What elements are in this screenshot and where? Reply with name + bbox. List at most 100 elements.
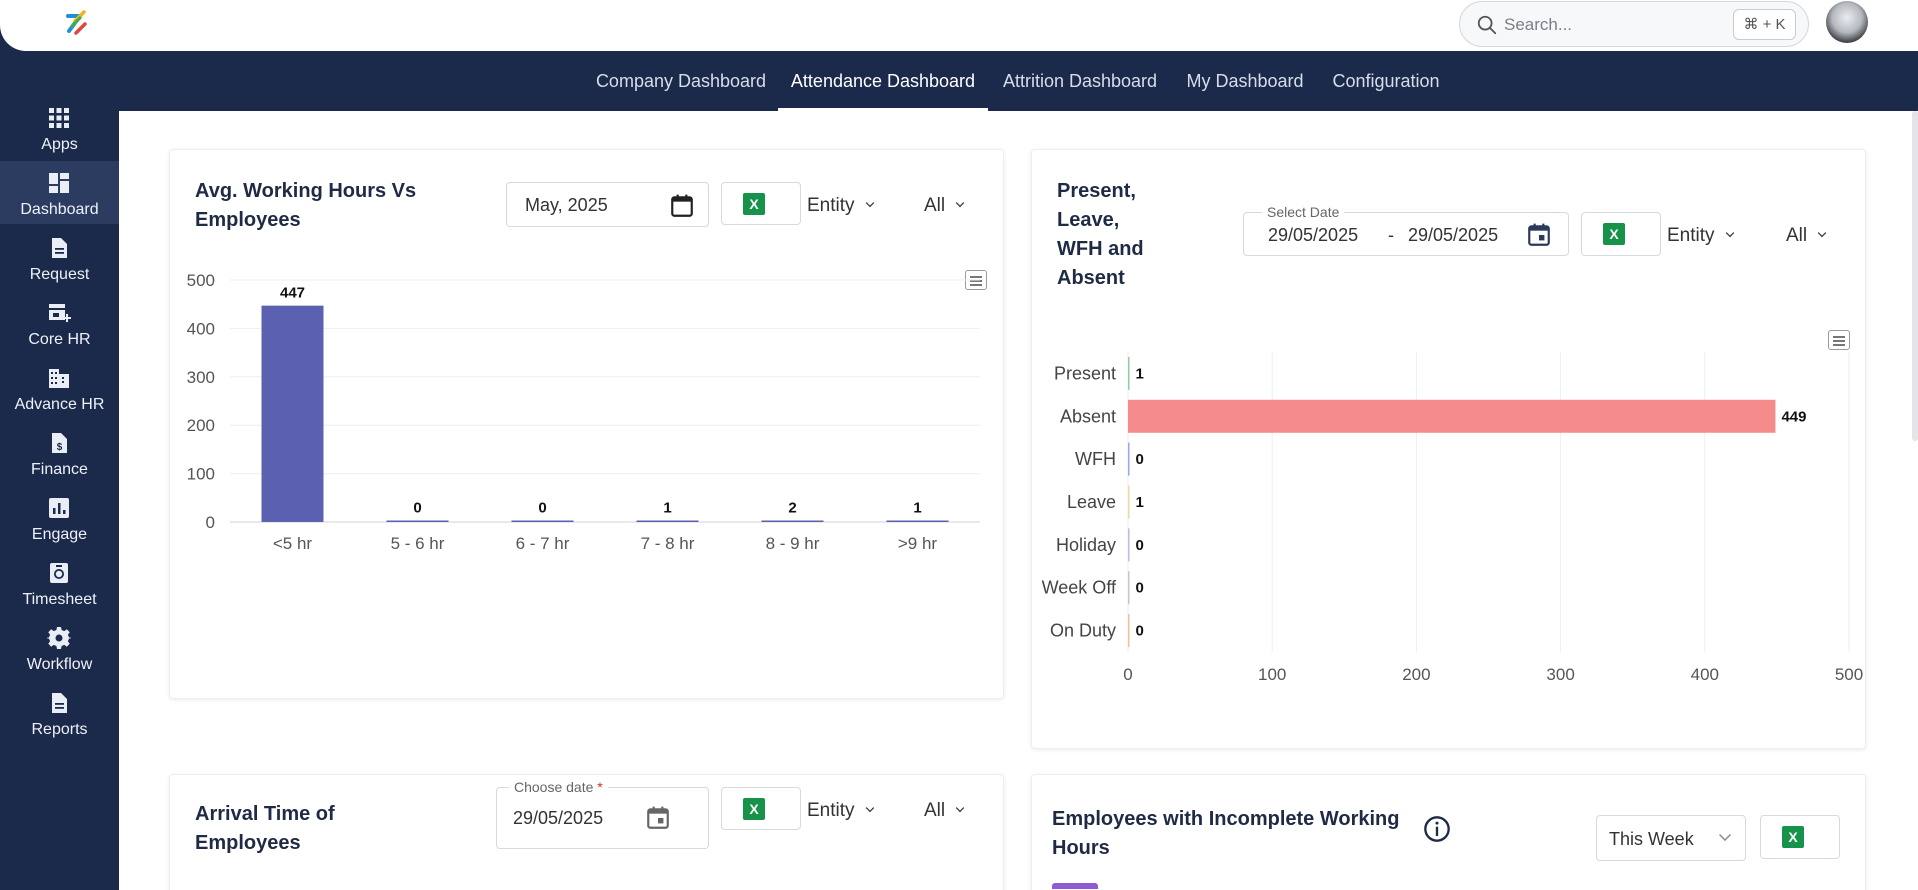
sidebar-item-reports[interactable]: Reports: [0, 681, 119, 744]
date-to-value[interactable]: 29/05/2025: [1408, 225, 1499, 245]
y-tick-label: Present: [1054, 363, 1116, 383]
entity-dropdown[interactable]: Entity: [807, 195, 875, 217]
all-filter-dropdown[interactable]: All: [924, 195, 965, 217]
entity-dropdown-label: Entity: [1667, 225, 1715, 246]
y-tick-label: 500: [187, 271, 215, 290]
x-tick-label: 300: [1546, 665, 1574, 680]
top-bar: ⌘ + K: [0, 0, 1918, 51]
sidebar-item-advance-hr[interactable]: Advance HR: [0, 356, 119, 419]
entity-dropdown-label: Entity: [807, 800, 855, 821]
sidebar-item-label: Apps: [41, 136, 78, 153]
bar: [386, 520, 449, 522]
sidebar-item-label: Finance: [31, 461, 88, 478]
y-tick-label: Week Off: [1042, 578, 1117, 598]
export-excel-button[interactable]: X: [1581, 212, 1661, 256]
calendar-icon[interactable]: [1526, 222, 1552, 248]
tab-configuration[interactable]: Configuration: [1332, 71, 1440, 91]
info-icon[interactable]: [1423, 815, 1451, 843]
export-excel-button[interactable]: X: [1760, 815, 1840, 859]
bar: [1128, 528, 1130, 562]
chevron-down-icon: [955, 198, 965, 208]
search-box[interactable]: ⌘ + K: [1459, 1, 1809, 47]
date-range-picker[interactable]: Select Date 29/05/2025 - 29/05/2025: [1243, 204, 1569, 256]
export-excel-button[interactable]: X: [721, 182, 801, 225]
data-label: 0: [1136, 537, 1144, 554]
entity-dropdown[interactable]: Entity: [1667, 225, 1735, 247]
export-excel-button[interactable]: X: [721, 787, 801, 830]
excel-icon: X: [743, 192, 765, 215]
card-title-line: Employees: [195, 832, 301, 854]
x-tick-label: 6 - 7 hr: [516, 534, 570, 553]
bar: [261, 305, 324, 522]
sidebar-item-engage[interactable]: Engage: [0, 486, 119, 549]
x-tick-label: <5 hr: [273, 534, 313, 553]
bar: [886, 520, 949, 522]
x-tick-label: 0: [1123, 665, 1132, 680]
all-filter-dropdown[interactable]: All: [1786, 225, 1827, 247]
tab-attrition-dashboard[interactable]: Attrition Dashboard: [1002, 71, 1158, 91]
month-value: May, 2025: [525, 195, 608, 215]
x-tick-label: 5 - 6 hr: [391, 534, 445, 553]
data-label: 1: [1136, 494, 1144, 511]
scrollbar-track[interactable]: [1911, 111, 1918, 890]
sidebar-item-workflow[interactable]: Workflow: [0, 616, 119, 679]
sidebar-item-finance[interactable]: $ Finance: [0, 421, 119, 484]
sidebar-item-label: Core HR: [28, 331, 91, 348]
calendar-icon[interactable]: [669, 193, 695, 219]
tab-attendance-dashboard[interactable]: Attendance Dashboard: [778, 51, 988, 111]
data-label: 0: [1136, 451, 1144, 468]
data-label: 447: [280, 285, 305, 302]
period-value: This Week: [1609, 829, 1694, 849]
y-tick-label: 0: [206, 513, 215, 532]
chevron-down-icon: [955, 803, 965, 813]
bar: [1128, 485, 1130, 519]
sidebar-item-apps[interactable]: Apps: [0, 96, 119, 159]
sidebar-item-core-hr[interactable]: Core HR: [0, 291, 119, 354]
card-title-line: Avg. Working Hours Vs: [195, 180, 417, 202]
user-avatar[interactable]: [1826, 1, 1868, 43]
tab-company-dashboard[interactable]: Company Dashboard: [595, 71, 767, 91]
search-input[interactable]: [1504, 12, 1704, 38]
chart-menu-icon[interactable]: [1828, 330, 1850, 350]
excel-icon: X: [1782, 826, 1804, 848]
sidebar-item-dashboard[interactable]: Dashboard: [0, 161, 119, 224]
sidebar-item-request[interactable]: Request: [0, 226, 119, 289]
svg-text:$: $: [57, 442, 63, 453]
period-select[interactable]: This Week: [1596, 815, 1746, 861]
x-tick-label: 7 - 8 hr: [641, 534, 695, 553]
sidebar-item-timesheet[interactable]: Timesheet: [0, 551, 119, 614]
company-logo-icon[interactable]: [62, 9, 92, 39]
required-marker: *: [597, 779, 603, 795]
present-leave-card: Present, Leave, WFH and Absent Select Da…: [1031, 149, 1866, 749]
entity-dropdown[interactable]: Entity: [807, 800, 875, 822]
legend-swatch: [1052, 883, 1098, 889]
y-tick-label: 200: [187, 416, 215, 435]
card-title: Employees with Incomplete Working Hours: [1052, 805, 1399, 863]
finance-document-icon: $: [52, 433, 67, 453]
card-title-line: Arrival Time of: [195, 803, 335, 825]
tab-my-dashboard[interactable]: My Dashboard: [1186, 71, 1304, 91]
avg-hours-bar-chart: 0 100 200 300 400 500 447 <5 hr 0 5 - 6 hr 0 6 - 7 …: [187, 271, 980, 553]
x-tick-label: 8 - 9 hr: [766, 534, 820, 553]
timesheet-icon: [50, 563, 68, 583]
y-tick-label: Leave: [1067, 492, 1116, 512]
bar: [511, 520, 574, 522]
month-picker[interactable]: May, 2025: [506, 182, 709, 227]
data-label: 0: [538, 500, 546, 517]
date-field-label: Choose date *: [509, 779, 608, 795]
calendar-icon[interactable]: [645, 805, 671, 831]
incomplete-hours-card: Employees with Incomplete Working Hours …: [1031, 774, 1866, 890]
all-filter-dropdown[interactable]: All: [924, 800, 965, 822]
card-title: Arrival Time of Employees: [195, 800, 335, 858]
data-label: 0: [1136, 580, 1144, 597]
store-icon: [49, 304, 71, 322]
report-document-icon: [52, 693, 67, 713]
data-label: 0: [413, 500, 421, 517]
x-tick-label: 500: [1835, 665, 1863, 680]
scrollbar-thumb[interactable]: [1912, 111, 1918, 441]
chevron-down-icon: [1725, 228, 1734, 238]
date-from-value[interactable]: 29/05/2025: [1268, 225, 1359, 245]
main-content: Avg. Working Hours Vs Employees May, 202…: [119, 111, 1918, 890]
search-icon: [1477, 15, 1497, 35]
arrival-date-picker[interactable]: Choose date * 29/05/2025: [496, 779, 709, 849]
